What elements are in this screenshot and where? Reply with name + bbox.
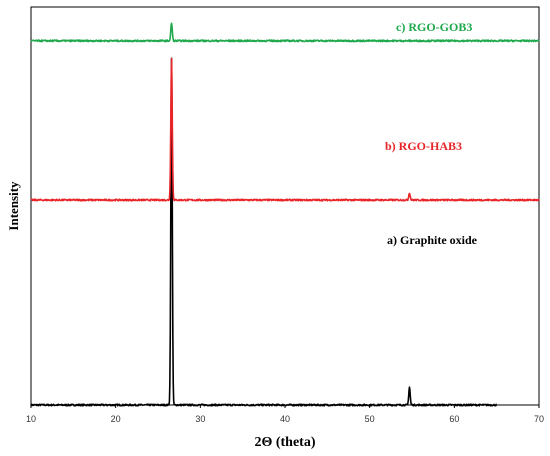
x-tick-label: 40 — [280, 414, 290, 424]
x-tick-label: 30 — [195, 414, 205, 424]
x-tick-label: 50 — [365, 414, 375, 424]
series-line-1 — [30, 57, 498, 407]
series-line-3 — [30, 22, 540, 43]
y-axis-title: Intensity — [6, 181, 21, 231]
x-axis-title: 2Θ (theta) — [254, 435, 315, 450]
series-label-2: b) RGO-HAB3 — [385, 139, 462, 153]
x-tick-label: 20 — [111, 414, 121, 424]
x-tick-label: 10 — [26, 414, 36, 424]
plot-frame — [30, 6, 540, 406]
x-axis-ticks: 10 20 30 40 50 60 70 — [26, 405, 544, 424]
series-label-3: c) RGO-GOB3 — [396, 20, 472, 34]
series-lines — [30, 22, 540, 407]
series-line-2 — [30, 57, 540, 202]
x-tick-label: 70 — [534, 414, 544, 424]
x-tick-label: 60 — [449, 414, 459, 424]
series-label-1: a) Graphite oxide — [387, 233, 478, 247]
series-labels: a) Graphite oxide b) RGO-HAB3 c) RGO-GOB3 — [385, 20, 478, 247]
